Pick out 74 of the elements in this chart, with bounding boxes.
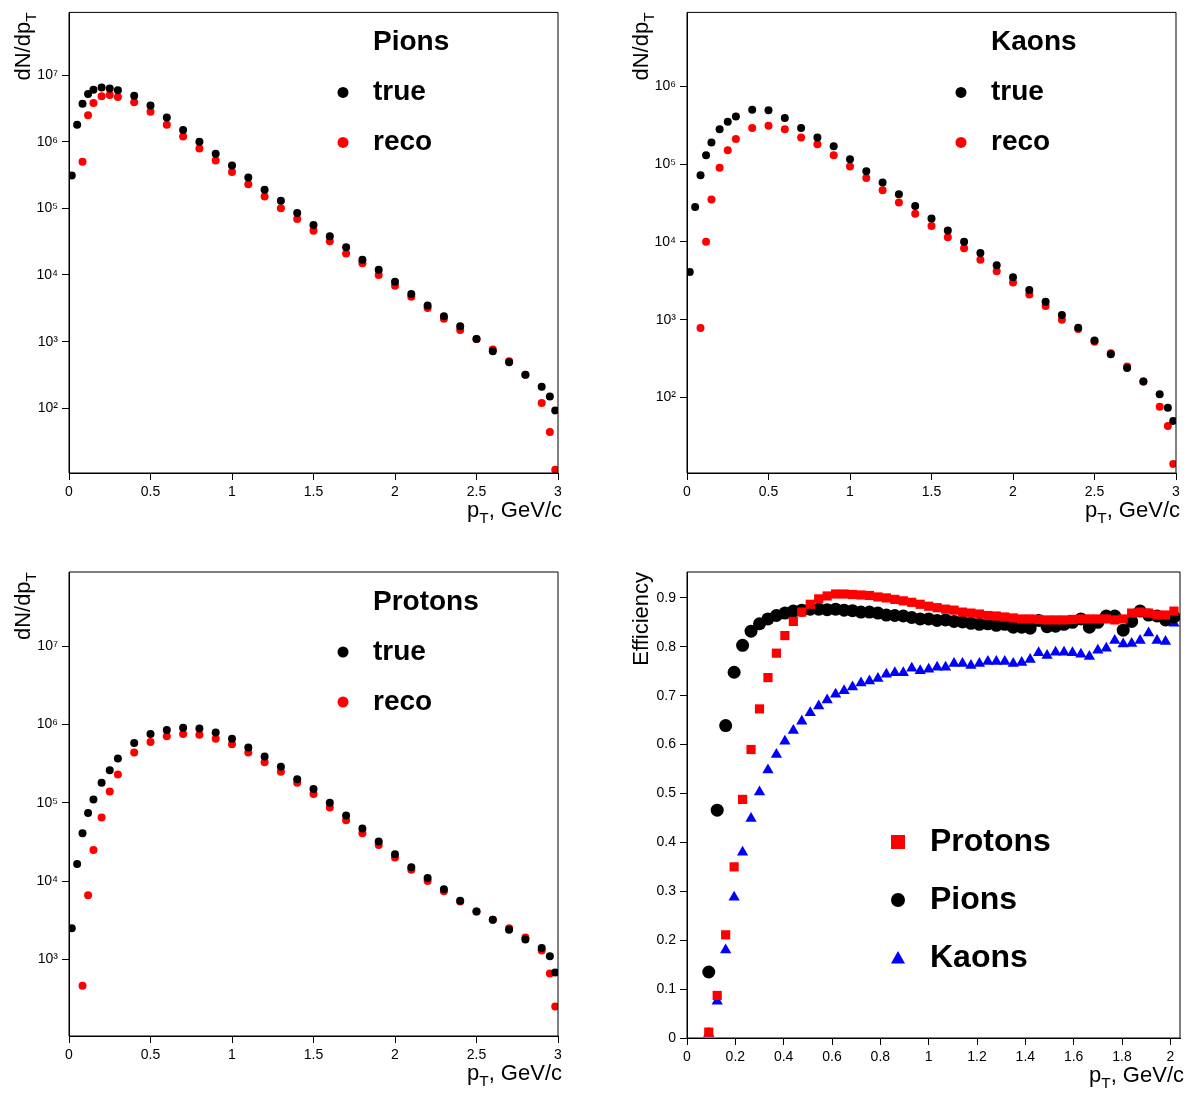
legend-label: true xyxy=(373,75,426,107)
y-tick-label: 0.1 xyxy=(656,979,677,996)
y-tick-label: 10⁵ xyxy=(654,154,676,171)
legend-label: true xyxy=(373,634,426,666)
x-tick-label: 1.8 xyxy=(1112,1048,1132,1065)
x-tick-label: 0.2 xyxy=(725,1048,746,1065)
y-tick-label: 10⁶ xyxy=(36,715,58,732)
x-tick-label: 3 xyxy=(1172,483,1181,500)
legend-label: Pions xyxy=(930,879,1018,916)
x-tick-label: 1.5 xyxy=(303,1046,324,1063)
y-tick-label: 10⁴ xyxy=(36,265,58,282)
x-tick-label: 0 xyxy=(65,1046,74,1063)
y-tick-label: 0.2 xyxy=(656,931,677,948)
y-tick-label: 10³ xyxy=(37,332,59,349)
y-tick-label: 10² xyxy=(37,399,59,416)
x-tick-label: 2.5 xyxy=(1084,483,1105,500)
y-tick-label: 10⁵ xyxy=(36,199,58,216)
y-tick-label: 10⁵ xyxy=(36,793,58,810)
x-tick-label: 0.5 xyxy=(758,483,779,500)
x-tick-label: 0.6 xyxy=(822,1048,842,1065)
y-axis-title: dN/dpT xyxy=(10,571,39,641)
y-tick-label: 10³ xyxy=(37,950,59,967)
y-tick-label: 10² xyxy=(655,388,677,405)
x-tick-label: 1.5 xyxy=(303,483,324,500)
y-tick-label: 0.7 xyxy=(656,686,677,703)
y-axis-title: dN/dpT xyxy=(10,11,39,81)
y-axis-title: dN/dpT xyxy=(628,11,657,81)
legend-label: true xyxy=(991,75,1044,107)
y-tick-label: 0.4 xyxy=(656,833,677,850)
y-tick-label: 0.9 xyxy=(656,588,677,605)
x-tick-label: 0 xyxy=(65,483,74,500)
x-tick-label: 0.5 xyxy=(140,483,161,500)
legend-label: reco xyxy=(373,125,433,157)
legend-title: Kaons xyxy=(991,25,1077,57)
y-axis-title: Efficiency xyxy=(628,572,654,666)
x-tick-label: 3 xyxy=(554,1046,563,1063)
x-tick-label: 1.2 xyxy=(967,1048,987,1065)
y-tick-label: 10⁶ xyxy=(36,132,58,149)
x-tick-label: 1 xyxy=(924,1048,933,1065)
y-tick-label: 10³ xyxy=(655,310,677,327)
x-tick-label: 1.6 xyxy=(1063,1048,1084,1065)
y-tick-label: 0.8 xyxy=(656,637,677,654)
x-tick-label: 1 xyxy=(228,483,237,500)
legend-label: reco xyxy=(373,684,433,716)
legend-label: Protons xyxy=(930,821,1051,858)
y-tick-label: 10⁷ xyxy=(37,65,58,82)
x-tick-label: 2 xyxy=(391,1046,400,1063)
y-tick-label: 0.5 xyxy=(656,784,677,801)
y-tick-label: 10⁴ xyxy=(654,232,676,249)
x-tick-label: 2 xyxy=(391,483,400,500)
x-tick-label: 0 xyxy=(683,483,692,500)
legend-label: reco xyxy=(991,125,1051,157)
x-tick-label: 1.4 xyxy=(1015,1048,1036,1065)
x-tick-label: 0.5 xyxy=(140,1046,161,1063)
legend-title: Protons xyxy=(373,584,479,616)
legend-title: Pions xyxy=(373,25,450,57)
y-tick-label: 10⁷ xyxy=(37,637,58,654)
x-tick-label: 1.5 xyxy=(921,483,942,500)
x-tick-label: 0.4 xyxy=(773,1048,794,1065)
x-tick-label: 2.5 xyxy=(466,1046,487,1063)
x-tick-label: 0.8 xyxy=(870,1048,891,1065)
x-tick-label: 1 xyxy=(846,483,855,500)
x-tick-label: 2 xyxy=(1009,483,1018,500)
x-tick-label: 1 xyxy=(228,1046,237,1063)
y-tick-label: 0.3 xyxy=(656,882,677,899)
legend-label: Kaons xyxy=(930,937,1028,974)
x-tick-label: 2.5 xyxy=(466,483,487,500)
y-tick-label: 10⁶ xyxy=(654,77,676,94)
x-tick-label: 0 xyxy=(683,1048,692,1065)
y-tick-label: 0 xyxy=(668,1028,677,1045)
y-tick-label: 0.6 xyxy=(656,735,677,752)
x-tick-label: 3 xyxy=(554,483,563,500)
y-tick-label: 10⁴ xyxy=(36,871,58,888)
x-tick-label: 2 xyxy=(1166,1048,1175,1065)
